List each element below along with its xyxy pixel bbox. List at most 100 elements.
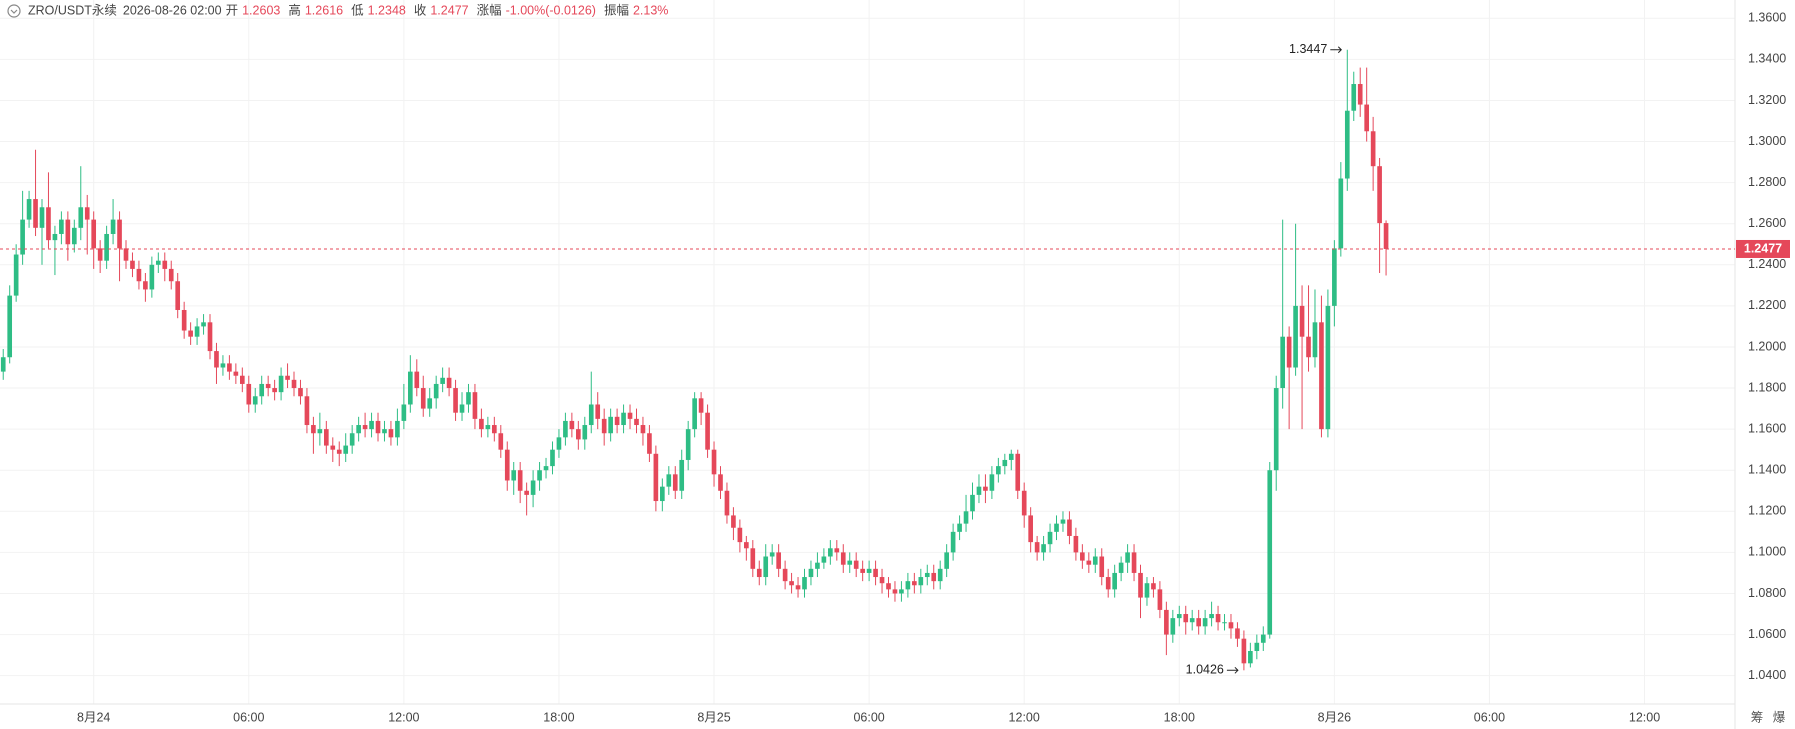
candle-body	[1118, 562, 1124, 573]
candle-body	[298, 388, 303, 397]
candle-body	[1080, 552, 1085, 561]
candle-body	[117, 219, 122, 249]
candle-body	[84, 207, 90, 220]
candle-body	[7, 295, 13, 358]
candle-body	[853, 560, 859, 569]
candle-body	[976, 486, 982, 495]
candle-body	[1170, 618, 1176, 635]
candle-body	[1176, 614, 1182, 619]
candle-body	[33, 199, 38, 228]
candle-body	[239, 375, 245, 384]
candle-body	[563, 420, 568, 438]
collapse-icon[interactable]	[7, 4, 21, 18]
y-tick-label: 1.0800	[1748, 586, 1786, 600]
x-tick-label: 18:00	[1164, 710, 1195, 724]
candle-body	[356, 425, 361, 434]
candle-body	[685, 429, 691, 460]
x-tick-label: 06:00	[233, 710, 264, 724]
y-tick-label: 1.1600	[1748, 421, 1786, 435]
candle-body	[1073, 535, 1079, 553]
candle-body	[666, 474, 672, 487]
candle-body	[1273, 388, 1279, 471]
candle-body	[1105, 577, 1111, 590]
candle-body	[1092, 556, 1098, 565]
candle-body	[265, 383, 271, 389]
low-value: 1.2348	[368, 3, 406, 17]
candle-body	[1364, 104, 1370, 132]
candle-body	[582, 425, 588, 440]
candle-body	[1228, 622, 1234, 629]
candle-body	[543, 466, 549, 471]
y-tick-label: 1.3400	[1748, 52, 1786, 66]
candle-body	[336, 449, 342, 454]
candle-body	[608, 416, 613, 434]
header-time: 2026-08-26 02:00	[123, 3, 222, 17]
candle-body	[808, 568, 814, 578]
candle-body	[905, 581, 911, 590]
candle-body	[155, 260, 161, 265]
candle-body	[1383, 223, 1389, 249]
candle-body	[1215, 614, 1221, 623]
candle-body	[188, 330, 193, 337]
candle-body	[763, 556, 769, 578]
x-tick-label: 06:00	[853, 710, 884, 724]
candle-body	[653, 453, 659, 502]
side-label[interactable]: 爆	[1773, 710, 1786, 724]
candle-body	[957, 523, 962, 532]
candle-body	[879, 577, 885, 584]
symbol: ZRO/USDT永续	[28, 3, 117, 17]
candle-body	[963, 511, 969, 524]
candle-body	[136, 268, 142, 282]
candle-body	[1325, 305, 1331, 430]
candle-body	[233, 371, 239, 376]
candle-body	[291, 379, 297, 389]
candle-body	[873, 568, 878, 578]
candle-body	[918, 577, 924, 586]
x-tick-label: 8月26	[1318, 710, 1351, 724]
candle-body	[97, 248, 103, 261]
candle-body	[769, 552, 775, 557]
candle-body	[1299, 305, 1305, 337]
candle-body	[311, 425, 316, 434]
x-tick-label: 06:00	[1474, 710, 1505, 724]
candle-body	[705, 412, 710, 450]
y-tick-label: 1.3000	[1748, 134, 1786, 148]
y-tick-label: 1.2800	[1748, 175, 1786, 189]
candle-body	[395, 420, 400, 438]
candle-body	[1002, 459, 1008, 467]
low-label: 低	[351, 3, 364, 17]
x-tick-label: 12:00	[1009, 710, 1040, 724]
candle-body	[595, 404, 601, 419]
candle-body	[1183, 614, 1189, 623]
candle-body	[815, 562, 820, 569]
candle-body	[634, 418, 639, 426]
candle-body	[20, 219, 25, 255]
candle-body	[13, 254, 19, 296]
y-tick-label: 1.3600	[1748, 11, 1786, 25]
candle-body	[1034, 542, 1040, 553]
candle-body	[39, 207, 45, 228]
candle-body	[1260, 634, 1266, 643]
candle-body	[26, 199, 32, 220]
candle-body	[91, 219, 97, 249]
candle-body	[272, 388, 277, 393]
x-tick-label: 8月24	[77, 710, 110, 724]
candle-body	[227, 363, 232, 372]
candle-body	[401, 404, 407, 421]
candle-body	[1189, 618, 1195, 623]
candle-body	[737, 527, 743, 543]
candle-body	[427, 398, 433, 409]
candle-body	[756, 568, 762, 578]
candle-body	[550, 449, 555, 467]
candle-body	[304, 396, 310, 426]
candle-body	[323, 429, 329, 446]
x-tick-label: 12:00	[388, 710, 419, 724]
high-value: 1.2616	[305, 3, 343, 17]
candle-body	[285, 375, 290, 380]
candle-body	[1008, 453, 1014, 460]
candle-body	[1370, 131, 1376, 167]
high-annotation: 1.3447	[1289, 42, 1327, 56]
side-label[interactable]: 筹	[1751, 709, 1764, 724]
candle-body	[828, 548, 833, 557]
